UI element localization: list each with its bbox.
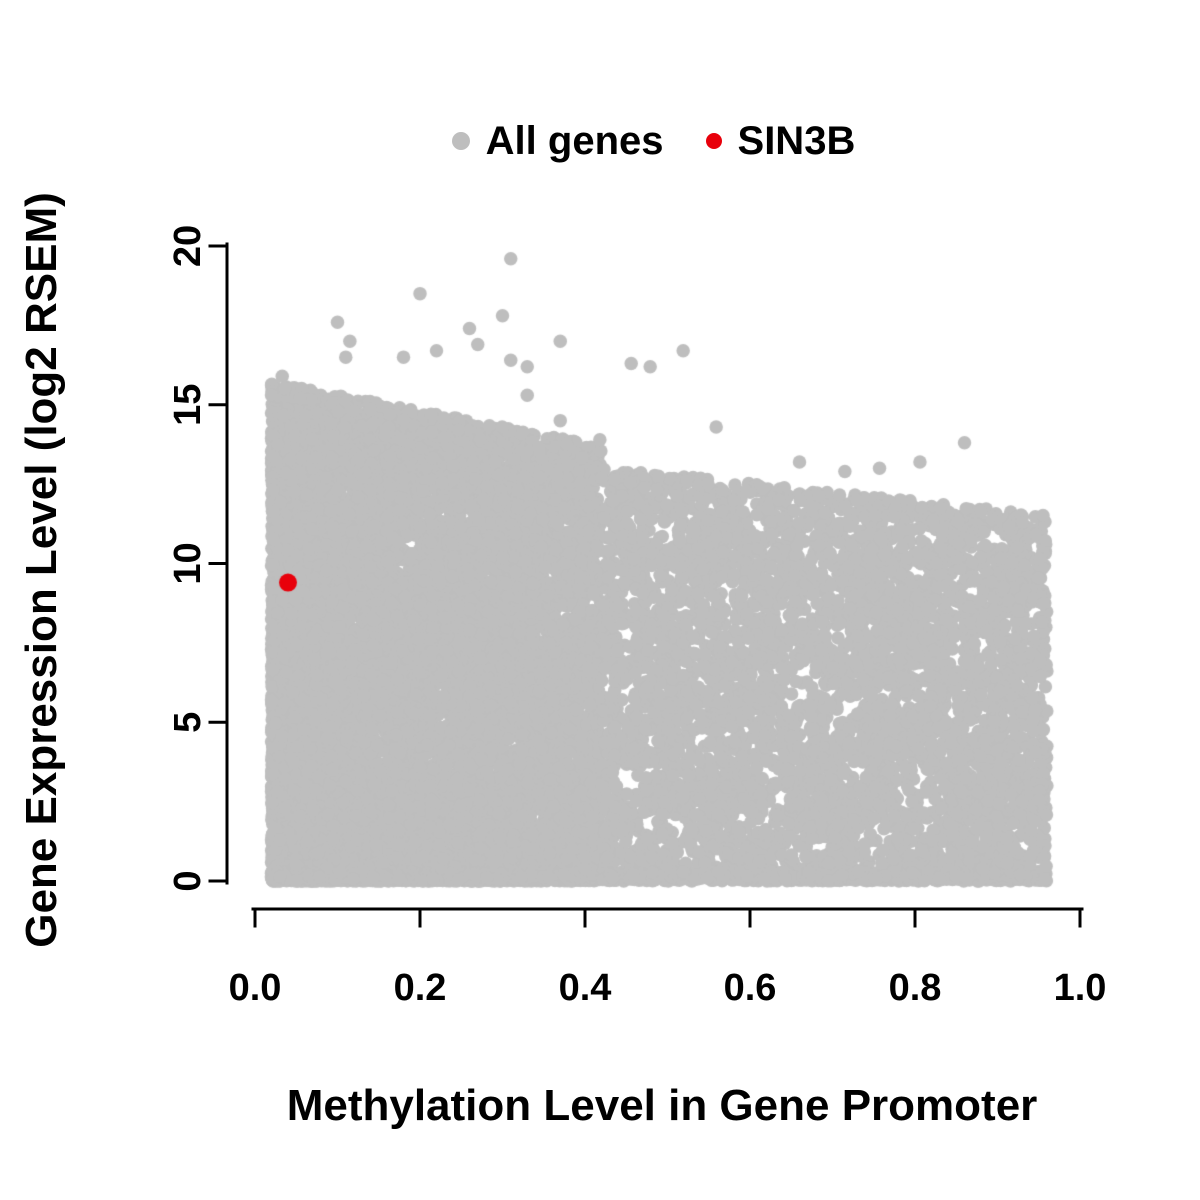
y-tick-label: 10 xyxy=(167,542,209,584)
legend-label-sin3b: SIN3B xyxy=(737,119,856,163)
y-axis-label: Gene Expression Level (log2 RSEM) xyxy=(17,192,66,948)
x-tick-label: 0.0 xyxy=(229,967,282,1009)
x-tick-label: 1.0 xyxy=(1054,967,1107,1009)
sin3b-marker-icon xyxy=(705,133,722,149)
x-tick-label: 0.6 xyxy=(724,967,777,1009)
y-tick-label: 20 xyxy=(167,225,209,267)
legend: All genes SIN3B xyxy=(227,116,1080,166)
legend-item-sin3b: SIN3B xyxy=(705,119,856,163)
x-tick-label: 0.4 xyxy=(559,967,612,1009)
legend-label-all-genes: All genes xyxy=(485,119,664,163)
legend-item-all-genes: All genes xyxy=(451,119,664,163)
x-tick-label: 0.2 xyxy=(394,967,447,1009)
y-tick-label: 15 xyxy=(167,384,209,426)
y-tick-label: 0 xyxy=(167,870,209,891)
x-tick-label: 0.8 xyxy=(889,967,942,1009)
x-axis-label: Methylation Level in Gene Promoter xyxy=(286,1081,1038,1130)
y-tick-label: 5 xyxy=(167,712,209,733)
all-genes-marker-icon xyxy=(451,132,470,150)
